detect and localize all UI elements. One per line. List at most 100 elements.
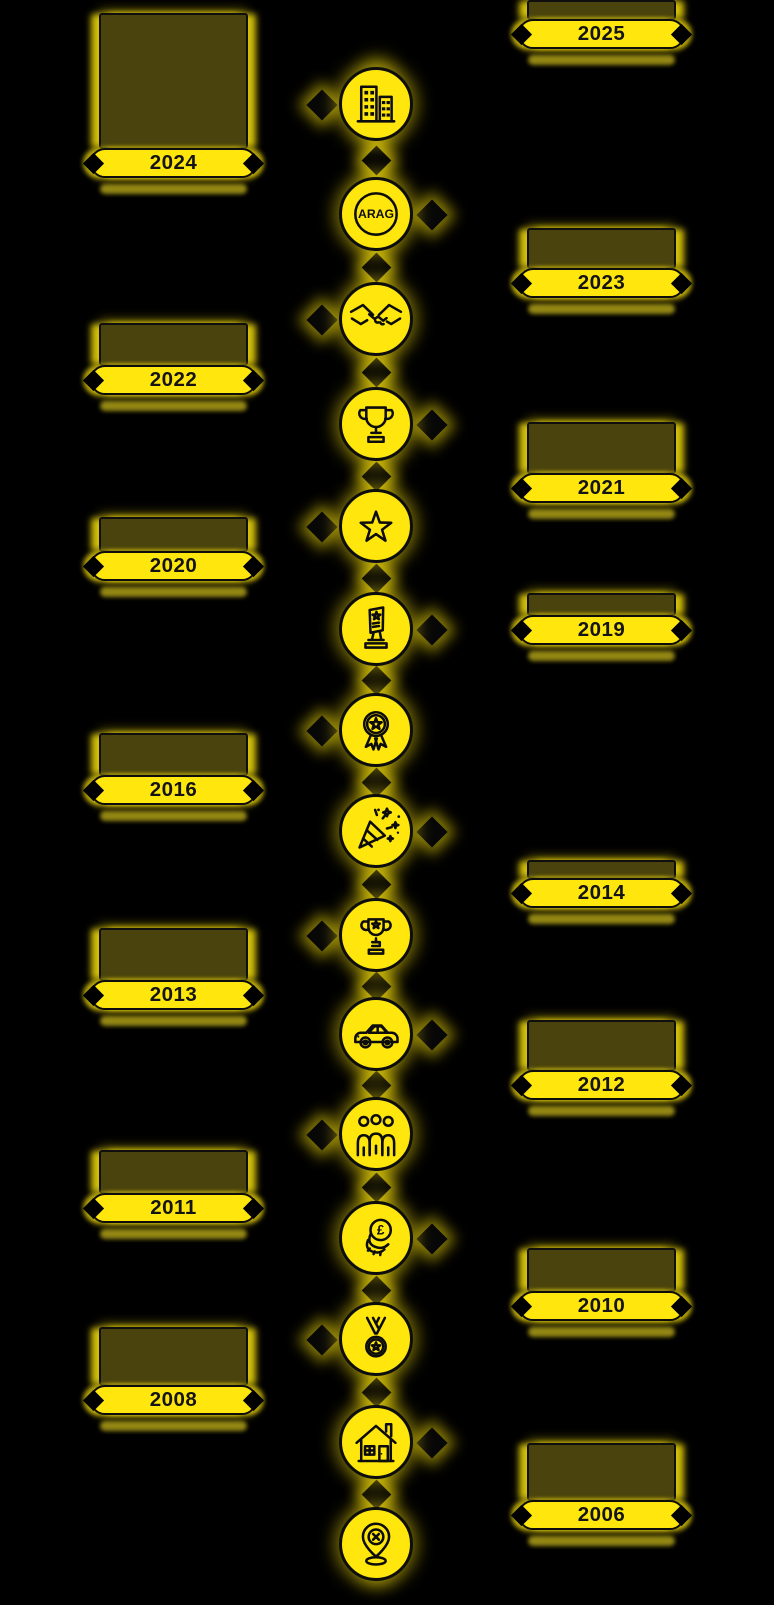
- connector-diamond: [306, 715, 338, 747]
- milestone-card-2008: 2008: [82, 1327, 265, 1431]
- caption-glow-bar: [528, 1327, 675, 1337]
- car-icon: [339, 997, 413, 1071]
- ribbon-notch: [510, 272, 533, 294]
- connector-diamond: [306, 920, 338, 952]
- ribbon-notch: [82, 984, 105, 1006]
- ribbon-notch: [510, 882, 533, 904]
- year-pill: 2012: [510, 1070, 693, 1100]
- milestone-card-2019: 2019: [510, 593, 693, 661]
- year-pill: 2021: [510, 473, 693, 503]
- location-pin-icon: [339, 1507, 413, 1581]
- party-popper-icon: [339, 794, 413, 868]
- ribbon-notch: [510, 619, 533, 641]
- year-pill: 2008: [82, 1385, 265, 1415]
- ribbon-notch: [82, 152, 105, 174]
- year-pill: 2011: [82, 1193, 265, 1223]
- ribbon-notch: [670, 1504, 693, 1526]
- connector-diamond: [306, 511, 338, 543]
- ribbon-notch: [82, 1389, 105, 1411]
- caption-glow-bar: [528, 1536, 675, 1546]
- year-pill: 2013: [82, 980, 265, 1010]
- ribbon-notch: [242, 369, 265, 391]
- connector-diamond: [416, 409, 448, 441]
- caption-glow-bar: [100, 1016, 247, 1026]
- team-icon: [339, 1097, 413, 1171]
- year-pill: 2023: [510, 268, 693, 298]
- milestone-card-2011: 2011: [82, 1150, 265, 1239]
- ribbon-notch: [242, 152, 265, 174]
- milestone-card-2021: 2021: [510, 422, 693, 519]
- caption-glow-bar: [100, 811, 247, 821]
- svg-text:£: £: [377, 1223, 385, 1238]
- connector-diamond: [306, 1119, 338, 1151]
- rosette-ribbon-icon: [339, 693, 413, 767]
- connector-diamond: [306, 304, 338, 336]
- ribbon-notch: [82, 1197, 105, 1219]
- ribbon-notch: [242, 984, 265, 1006]
- house-icon: [339, 1405, 413, 1479]
- caption-glow-bar: [100, 1229, 247, 1239]
- card-image: [99, 928, 248, 981]
- card-image: [99, 1327, 248, 1386]
- milestone-card-2024: 2024: [82, 13, 265, 194]
- year-pill: 2022: [82, 365, 265, 395]
- ribbon-notch: [670, 23, 693, 45]
- milestone-card-2012: 2012: [510, 1020, 693, 1116]
- card-image: [99, 517, 248, 552]
- ribbon-notch: [510, 477, 533, 499]
- year-pill: 2006: [510, 1500, 693, 1530]
- connector-diamond: [416, 614, 448, 646]
- caption-glow-bar: [528, 651, 675, 661]
- ribbon-notch: [242, 779, 265, 801]
- pound-coins-icon: £: [339, 1201, 413, 1275]
- card-image: [99, 13, 248, 149]
- milestone-card-2014: 2014: [510, 860, 693, 924]
- ribbon-notch: [670, 1295, 693, 1317]
- card-image: [99, 733, 248, 776]
- ribbon-notch: [670, 882, 693, 904]
- milestone-card-2023: 2023: [510, 228, 693, 314]
- year-pill: 2025: [510, 19, 693, 49]
- award-plaque-icon: [339, 592, 413, 666]
- milestone-card-2010: 2010: [510, 1248, 693, 1337]
- connector-diamond: [306, 1324, 338, 1356]
- caption-glow-bar: [528, 1106, 675, 1116]
- card-image: [527, 0, 676, 20]
- svg-text:ARAG: ARAG: [358, 207, 394, 221]
- ribbon-notch: [670, 272, 693, 294]
- card-image: [99, 1150, 248, 1194]
- caption-glow-bar: [100, 587, 247, 597]
- ribbon-notch: [670, 1074, 693, 1096]
- milestone-card-2013: 2013: [82, 928, 265, 1026]
- card-image: [527, 860, 676, 879]
- year-pill: 2024: [82, 148, 265, 178]
- connector-diamond: [416, 1019, 448, 1051]
- ribbon-notch: [82, 555, 105, 577]
- star-icon: [339, 489, 413, 563]
- ribbon-notch: [510, 1504, 533, 1526]
- caption-glow-bar: [528, 914, 675, 924]
- caption-glow-bar: [528, 55, 675, 65]
- caption-glow-bar: [528, 304, 675, 314]
- caption-glow-bar: [100, 1421, 247, 1431]
- milestone-card-2016: 2016: [82, 733, 265, 821]
- card-image: [527, 1020, 676, 1071]
- office-buildings-icon: [339, 67, 413, 141]
- ribbon-notch: [670, 619, 693, 641]
- ribbon-notch: [82, 369, 105, 391]
- caption-glow-bar: [528, 509, 675, 519]
- card-image: [527, 422, 676, 474]
- year-pill: 2014: [510, 878, 693, 908]
- card-image: [527, 593, 676, 616]
- ribbon-notch: [670, 477, 693, 499]
- connector-diamond: [416, 199, 448, 231]
- caption-glow-bar: [100, 184, 247, 194]
- ribbon-notch: [510, 1295, 533, 1317]
- year-pill: 2010: [510, 1291, 693, 1321]
- connector-diamond: [306, 89, 338, 121]
- trophy-star-icon: [339, 898, 413, 972]
- card-image: [99, 323, 248, 366]
- milestone-card-2020: 2020: [82, 517, 265, 597]
- milestone-card-2025: 2025: [510, 0, 693, 65]
- caption-glow-bar: [100, 401, 247, 411]
